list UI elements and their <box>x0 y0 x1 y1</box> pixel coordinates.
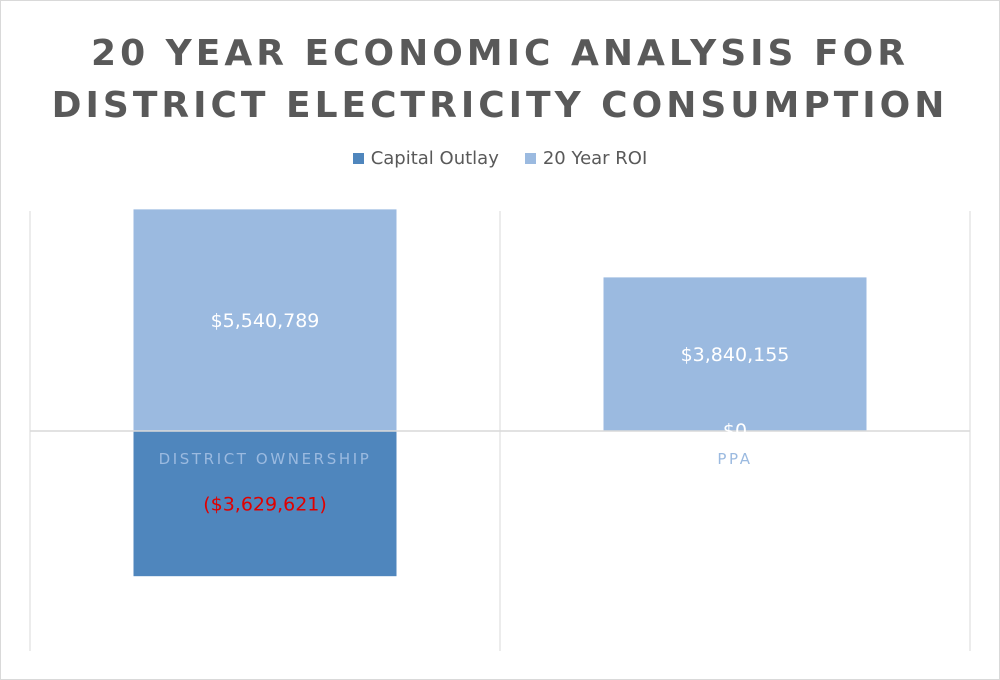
bar-capital-outlay-district-ownership <box>133 431 397 577</box>
data-label-20-year-roi-district-ownership: $5,540,789 <box>211 310 320 332</box>
legend-label-capital-outlay: Capital Outlay <box>370 148 499 169</box>
chart-title-line-2: DISTRICT ELECTRICITY CONSUMPTION <box>51 85 949 126</box>
legend-swatch-20-year-roi <box>524 153 536 164</box>
legend-swatch-capital-outlay <box>352 153 364 164</box>
category-label-district-ownership: DISTRICT OWNERSHIP <box>159 450 372 468</box>
legend-label-20-year-roi: 20 Year ROI <box>542 148 648 169</box>
legend-item-20-year-roi: 20 Year ROI <box>524 148 648 169</box>
chart-legend: Capital Outlay 20 Year ROI <box>0 148 1000 169</box>
bar-20-year-roi-district-ownership <box>133 209 397 431</box>
bar-20-year-roi-ppa <box>603 277 867 431</box>
data-label-capital-outlay-district-ownership: ($3,629,621) <box>203 494 327 516</box>
chart-title: 20 YEAR ECONOMIC ANALYSIS FOR DISTRICT E… <box>0 28 1000 132</box>
legend-item-capital-outlay: Capital Outlay <box>352 148 499 169</box>
data-label-capital-outlay-ppa: $0 <box>723 420 747 442</box>
data-label-20-year-roi-ppa: $3,840,155 <box>681 344 790 366</box>
chart-title-line-1: 20 YEAR ECONOMIC ANALYSIS FOR <box>91 33 909 74</box>
category-label-ppa: PPA <box>717 450 752 468</box>
